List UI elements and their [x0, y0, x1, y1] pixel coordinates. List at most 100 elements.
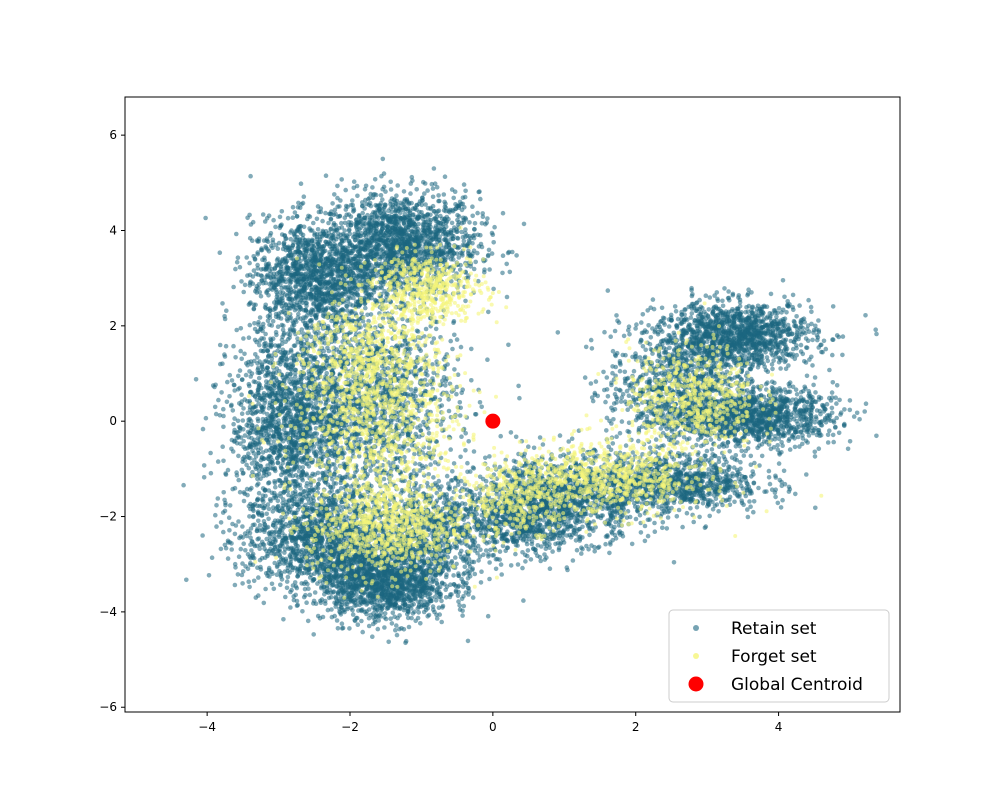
retain-set-point: [461, 217, 467, 223]
retain-set-point: [213, 411, 219, 417]
retain-set-point: [459, 207, 465, 213]
retain-set-point: [249, 410, 254, 416]
retain-set-point: [248, 222, 254, 227]
retain-set-point: [462, 194, 468, 200]
retain-set-point: [476, 189, 482, 195]
retain-set-point: [486, 247, 492, 253]
retain-set-point: [333, 211, 338, 217]
retain-set-point: [291, 240, 296, 245]
retain-set-point: [328, 265, 333, 270]
retain-set-point: [361, 223, 366, 229]
retain-set-point: [300, 465, 306, 470]
retain-set-point: [504, 261, 510, 267]
retain-set-point: [446, 216, 451, 222]
retain-set-point: [467, 240, 472, 245]
retain-set-point: [291, 433, 296, 439]
retain-set-point: [270, 421, 275, 426]
retain-set-point: [339, 255, 345, 261]
retain-set-point: [379, 285, 385, 291]
retain-set-point: [298, 239, 303, 244]
retain-set-point: [286, 414, 292, 420]
retain-set-point: [265, 318, 271, 324]
retain-set-point: [466, 439, 472, 444]
retain-set-point: [273, 484, 278, 490]
retain-set-point: [454, 391, 459, 397]
retain-set-point: [273, 224, 278, 230]
retain-set-point: [504, 294, 510, 300]
retain-set-point: [327, 211, 333, 217]
retain-set-point: [270, 245, 275, 251]
retain-set-point: [319, 438, 324, 444]
retain-set-point: [354, 183, 360, 189]
retain-set-point: [244, 255, 249, 260]
retain-set-point: [233, 266, 238, 272]
retain-set-point: [259, 278, 265, 283]
retain-set-point: [327, 250, 332, 255]
retain-set-point: [291, 454, 297, 460]
retain-set-point: [234, 327, 239, 333]
retain-set-point: [346, 286, 352, 292]
retain-set-point: [338, 293, 344, 299]
retain-set-point: [281, 243, 287, 248]
retain-set-point: [342, 220, 348, 226]
retain-set-point: [224, 399, 230, 405]
retain-set-point: [437, 198, 442, 204]
retain-set-point: [270, 319, 276, 324]
retain-set-point: [373, 192, 379, 198]
retain-set-point: [264, 511, 270, 517]
retain-set-point: [396, 237, 401, 242]
retain-set-point: [213, 512, 218, 518]
retain-set-point: [221, 424, 226, 430]
retain-set-point: [388, 187, 394, 192]
retain-set-point: [388, 179, 394, 185]
retain-set-point: [453, 206, 459, 212]
retain-set-point: [236, 373, 241, 379]
retain-set-point: [258, 293, 264, 299]
retain-set-point: [355, 193, 360, 199]
retain-set-point: [239, 411, 245, 417]
retain-set-point: [345, 223, 351, 228]
retain-set-point: [459, 201, 464, 207]
retain-set-point: [258, 457, 264, 463]
retain-set-point: [247, 212, 252, 218]
retain-set-point: [254, 409, 260, 414]
retain-set-point: [417, 233, 423, 238]
retain-set-point: [237, 489, 243, 495]
retain-set-point: [419, 210, 424, 215]
retain-set-point: [324, 298, 330, 304]
retain-set-point: [450, 469, 455, 474]
retain-set-point: [460, 234, 466, 240]
retain-set-point: [279, 276, 284, 282]
retain-set-point: [342, 248, 348, 253]
retain-set-point: [293, 472, 299, 478]
retain-set-point: [262, 257, 268, 263]
retain-set-point: [399, 216, 404, 221]
retain-set-point: [279, 222, 284, 227]
retain-set-point: [335, 291, 340, 296]
retain-set-point: [366, 232, 371, 237]
retain-set-point: [451, 233, 456, 239]
retain-set-point: [318, 209, 324, 215]
retain-set-point: [365, 265, 370, 271]
retain-set-point: [315, 204, 321, 209]
retain-set-point: [401, 189, 407, 194]
retain-set-point: [354, 220, 360, 225]
retain-set-point: [231, 284, 236, 290]
retain-set-point: [264, 274, 269, 279]
retain-set-point: [299, 341, 304, 346]
retain-set-point: [276, 380, 281, 385]
retain-set-point: [380, 235, 386, 240]
retain-set-point: [301, 224, 307, 230]
retain-set-point: [268, 340, 274, 345]
retain-set-point: [360, 203, 365, 209]
retain-set-point: [264, 448, 269, 454]
retain-set-point: [277, 214, 283, 220]
retain-set-point: [247, 235, 253, 241]
retain-set-point: [376, 231, 381, 236]
retain-set-point: [285, 410, 290, 416]
retain-set-point: [223, 343, 229, 349]
retain-set-point: [352, 262, 358, 267]
retain-set-point: [289, 228, 294, 233]
retain-set-point: [351, 209, 356, 214]
